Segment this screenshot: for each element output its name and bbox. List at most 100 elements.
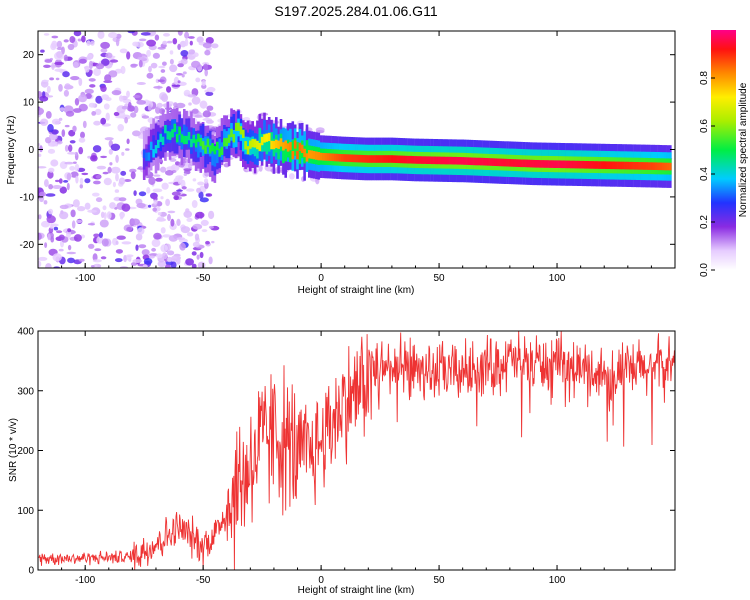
noise-blob (132, 130, 141, 137)
noise-blob (103, 103, 110, 110)
ridge-cell (617, 161, 620, 170)
noise-blob (155, 253, 163, 259)
noise-blob (131, 262, 138, 266)
noise-blob (92, 145, 102, 153)
spectrogram-ylabel: Frequency (Hz) (6, 116, 17, 185)
noise-blob (160, 227, 166, 234)
noise-blob (191, 108, 199, 114)
ridge-cell (149, 144, 153, 163)
noise-blob (100, 211, 105, 218)
ridge-cell (152, 135, 155, 153)
colorbar-gradient (711, 30, 736, 270)
noise-blob (54, 61, 64, 66)
noise-blob (38, 91, 42, 99)
noise-blob (206, 105, 214, 111)
ridge-cell (326, 153, 330, 161)
noise-blob (163, 33, 170, 37)
noise-blob (43, 200, 48, 205)
ridge-cell (654, 162, 658, 170)
noise-blob (59, 186, 67, 194)
ridge-cell (529, 159, 533, 168)
ridge-cell (192, 130, 195, 162)
noise-blob (93, 67, 101, 77)
noise-blob (110, 143, 121, 151)
noise-blob (73, 31, 82, 37)
noise-blob (63, 89, 69, 97)
noise-blob (208, 210, 215, 220)
ridge-cell (536, 160, 540, 168)
ridge-cell (275, 139, 278, 148)
ridge-cell (433, 156, 436, 165)
ridge-cell (178, 126, 181, 135)
noise-blob (180, 58, 188, 65)
ridge-cell (633, 162, 637, 170)
noise-blob (148, 176, 156, 185)
noise-blob (43, 33, 50, 36)
noise-blob (191, 200, 198, 208)
ridge-cell (336, 153, 339, 162)
ridge-cell (159, 133, 162, 152)
ridge-cell (249, 140, 252, 149)
ridge-cell (319, 152, 323, 161)
noise-blob (51, 40, 58, 49)
noise-blob (58, 234, 65, 241)
noise-blob (95, 63, 105, 70)
noise-blob (203, 63, 209, 71)
noise-blob (160, 196, 164, 200)
ridge-cell (298, 146, 302, 164)
ridge-cell (480, 157, 483, 166)
noise-blob (176, 189, 183, 192)
halo-blob (258, 164, 263, 172)
noise-blob (195, 211, 205, 219)
ridge-cell (364, 155, 368, 163)
noise-blob (186, 188, 195, 192)
ridge-cell (400, 155, 403, 164)
noise-blob (46, 85, 51, 94)
x-tick-label: 0 (318, 273, 324, 284)
noise-blob (72, 125, 77, 132)
noise-blob (103, 177, 112, 186)
noise-blob (95, 174, 102, 179)
noise-blob (153, 174, 161, 177)
noise-blob (63, 180, 69, 183)
ridge-cell (234, 129, 238, 148)
noise-blob (204, 68, 208, 77)
ridge-cell (164, 126, 167, 145)
noise-blob (109, 202, 116, 209)
noise-blob (205, 91, 214, 97)
noise-blob (93, 263, 102, 268)
noise-blob (52, 253, 62, 262)
noise-blob (81, 35, 86, 43)
noise-blob (73, 61, 79, 69)
noise-blob (160, 244, 168, 253)
noise-blob (80, 131, 85, 139)
noise-blob (63, 54, 68, 62)
noise-blob (171, 191, 181, 196)
noise-blob (125, 254, 134, 258)
ridge-cell (230, 128, 233, 138)
colorbar-tick-label: 0.2 (699, 215, 710, 229)
noise-blob (126, 226, 132, 232)
noise-blob (44, 179, 49, 188)
ridge-cell (263, 134, 266, 143)
noise-blob (159, 211, 167, 217)
noise-blob (130, 112, 137, 118)
noise-blob (140, 32, 151, 36)
noise-blob (65, 110, 75, 117)
ridge-cell (428, 156, 431, 164)
noise-blob (67, 257, 75, 264)
noise-blob (186, 217, 193, 222)
noise-blob (177, 31, 183, 36)
ridge-cell (669, 162, 672, 171)
noise-blob (84, 178, 91, 184)
noise-blob (184, 31, 190, 39)
ridge-cell (206, 138, 210, 147)
noise-blob (90, 155, 98, 162)
ridge-cell (628, 161, 632, 170)
noise-blob (115, 240, 119, 245)
noise-blob (153, 232, 162, 240)
noise-blob (49, 77, 54, 81)
noise-blob (93, 180, 101, 185)
ridge-cell (645, 162, 648, 170)
ridge-cell (371, 155, 375, 163)
